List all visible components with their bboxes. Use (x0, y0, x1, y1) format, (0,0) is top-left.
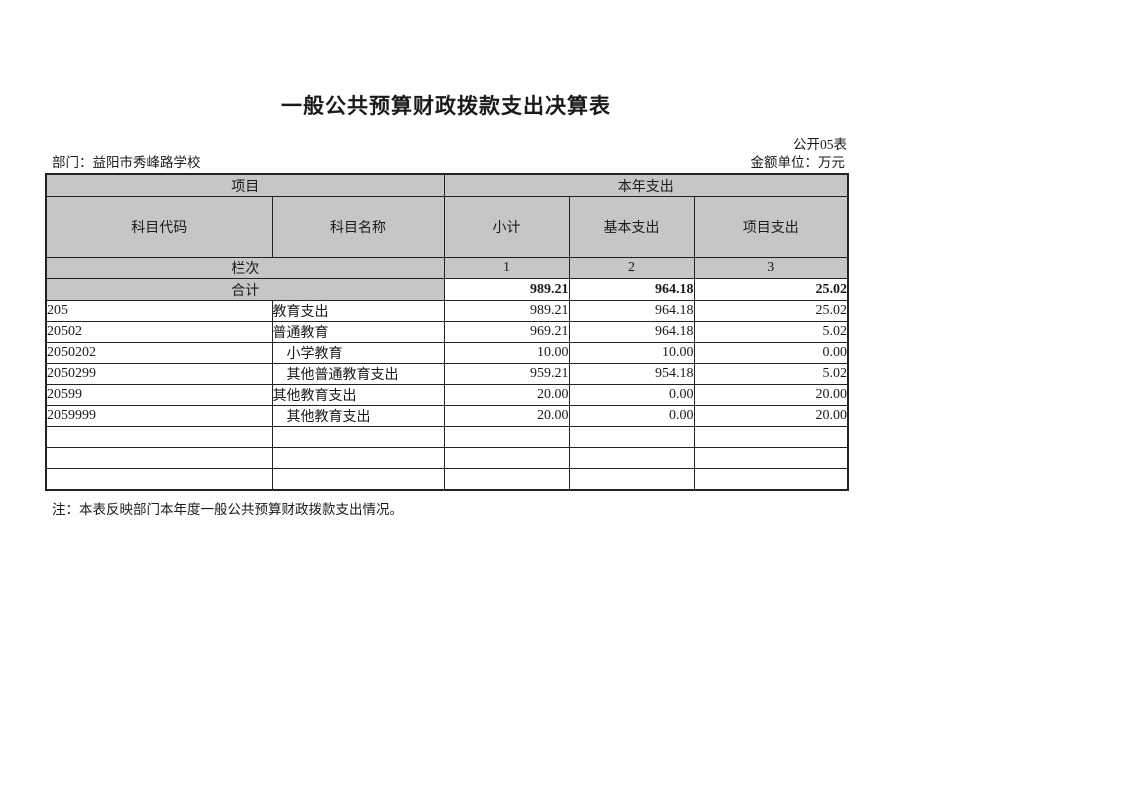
subject-code: 20599 (45, 384, 273, 406)
department-label: 部门：益阳市秀峰路学校 (52, 155, 201, 170)
total-subtotal: 989.21 (443, 278, 570, 301)
table-row: 2050299 其他普通教育支出 959.21 954.18 5.02 (45, 363, 849, 385)
meta-line: 部门：益阳市秀峰路学校 金额单位：万元 (45, 151, 847, 171)
table-row: 2059999 其他教育支出 20.00 0.00 20.00 (45, 405, 849, 427)
total-row: 合计 989.21 964.18 25.02 (45, 278, 849, 301)
table-row: 205 教育支出 989.21 964.18 25.02 (45, 300, 849, 322)
subject-name: 其他教育支出 (271, 384, 445, 406)
subject-code: 205 (45, 300, 273, 322)
header-group-current-year: 本年支出 (443, 173, 849, 197)
unit-label: 金额单位：万元 (750, 155, 846, 170)
empty-cell (45, 447, 273, 469)
header-group-project: 项目 (45, 173, 445, 197)
subtotal-value: 959.21 (443, 363, 570, 385)
basic-value: 10.00 (568, 342, 695, 364)
empty-row (45, 468, 849, 491)
subtotal-value: 20.00 (443, 405, 570, 427)
subject-code: 2050202 (45, 342, 273, 364)
empty-cell (443, 426, 570, 448)
basic-value: 954.18 (568, 363, 695, 385)
total-label: 合计 (45, 278, 445, 301)
empty-cell (45, 426, 273, 448)
budget-table: 项目 本年支出 科目代码 科目名称 小计 基本支出 项目支出 栏次 1 2 3 … (45, 173, 850, 491)
header-columns-row: 科目代码 科目名称 小计 基本支出 项目支出 (45, 196, 849, 258)
empty-cell (568, 468, 695, 491)
column-index-row: 栏次 1 2 3 (45, 257, 849, 279)
subject-code: 2059999 (45, 405, 273, 427)
footnote: 注：本表反映部门本年度一般公共预算财政拨款支出情况。 (52, 502, 403, 517)
header-col-subtotal: 小计 (443, 196, 570, 258)
empty-row (45, 447, 849, 469)
header-col-name: 科目名称 (271, 196, 445, 258)
empty-cell (443, 468, 570, 491)
subject-code: 20502 (45, 321, 273, 343)
project-value: 5.02 (693, 363, 849, 385)
header-group-row: 项目 本年支出 (45, 173, 849, 197)
header-col-basic: 基本支出 (568, 196, 695, 258)
column-number-2: 2 (568, 257, 695, 279)
subject-name: 其他普通教育支出 (271, 363, 445, 385)
header-col-code: 科目代码 (45, 196, 273, 258)
empty-cell (568, 447, 695, 469)
subject-code: 2050299 (45, 363, 273, 385)
subtotal-value: 969.21 (443, 321, 570, 343)
total-basic: 964.18 (568, 278, 695, 301)
project-value: 0.00 (693, 342, 849, 364)
empty-cell (271, 426, 445, 448)
project-value: 25.02 (693, 300, 849, 322)
subject-name: 其他教育支出 (271, 405, 445, 427)
empty-cell (271, 468, 445, 491)
table-row: 20599 其他教育支出 20.00 0.00 20.00 (45, 384, 849, 406)
project-value: 20.00 (693, 384, 849, 406)
empty-cell (693, 468, 849, 491)
subtotal-value: 20.00 (443, 384, 570, 406)
table-row: 2050202 小学教育 10.00 10.00 0.00 (45, 342, 849, 364)
empty-cell (693, 426, 849, 448)
lanci-label: 栏次 (45, 257, 445, 279)
empty-cell (443, 447, 570, 469)
column-number-1: 1 (443, 257, 570, 279)
empty-cell (568, 426, 695, 448)
empty-cell (45, 468, 273, 491)
table-code: 公开05表 (793, 137, 847, 152)
subject-name: 普通教育 (271, 321, 445, 343)
total-project: 25.02 (693, 278, 849, 301)
project-value: 5.02 (693, 321, 849, 343)
subtotal-value: 989.21 (443, 300, 570, 322)
empty-cell (693, 447, 849, 469)
basic-value: 964.18 (568, 321, 695, 343)
empty-row (45, 426, 849, 448)
column-number-3: 3 (693, 257, 849, 279)
basic-value: 0.00 (568, 405, 695, 427)
table-row: 20502 普通教育 969.21 964.18 5.02 (45, 321, 849, 343)
empty-cell (271, 447, 445, 469)
subject-name: 教育支出 (271, 300, 445, 322)
project-value: 20.00 (693, 405, 849, 427)
basic-value: 0.00 (568, 384, 695, 406)
page-title: 一般公共预算财政拨款支出决算表 (281, 94, 611, 118)
basic-value: 964.18 (568, 300, 695, 322)
header-col-project: 项目支出 (693, 196, 849, 258)
subject-name: 小学教育 (271, 342, 445, 364)
subtotal-value: 10.00 (443, 342, 570, 364)
